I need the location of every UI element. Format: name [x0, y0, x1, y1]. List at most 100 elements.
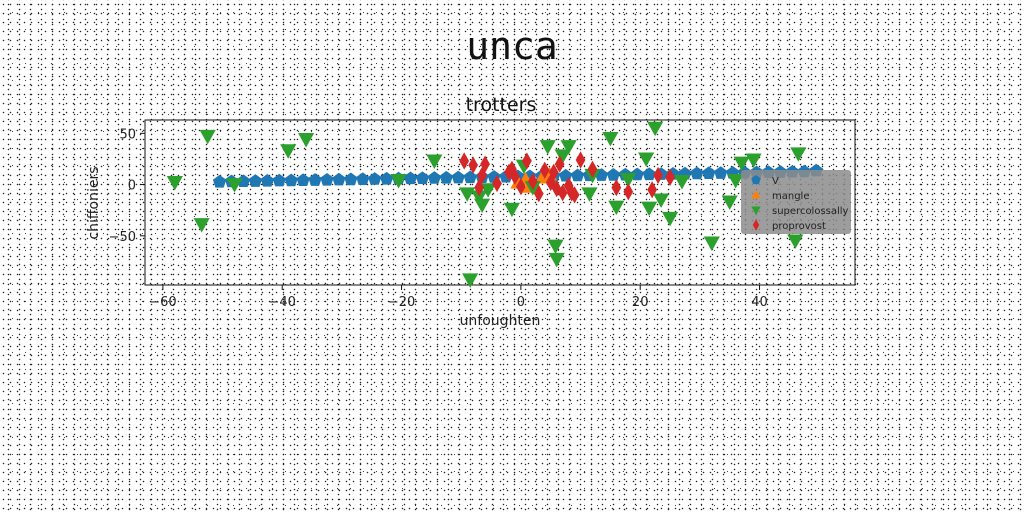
supercolossally-point-28 [647, 121, 664, 137]
proprovost-point-15 [548, 163, 559, 181]
supercolossally-point-1 [199, 129, 216, 145]
supercolossally-point-10 [471, 190, 488, 205]
figure-suptitle: unca [466, 24, 558, 68]
supercolossally-point-8 [459, 187, 476, 202]
supercolossally-point-38 [787, 234, 804, 249]
proprovost-point-8 [510, 167, 520, 185]
V-point-30 [570, 168, 585, 182]
supercolossally-point-9 [462, 273, 479, 288]
proprovost-point-4 [480, 155, 490, 173]
V-point-20 [451, 170, 465, 184]
supercolossally-point-36 [745, 153, 762, 168]
x-tick-label: 0 [517, 295, 525, 310]
proprovost-point-23 [587, 160, 598, 178]
V-point-16 [403, 171, 418, 185]
supercolossally-point-16 [539, 140, 556, 155]
V-point-41 [702, 166, 716, 180]
proprovost-point-9 [516, 177, 526, 196]
legend-label-proprovost: proprovost [772, 221, 826, 232]
legend-supercolossally-point [751, 206, 761, 215]
V-point-12 [356, 172, 370, 186]
proprovost-point-2 [474, 179, 484, 197]
supercolossally-point-3 [226, 178, 243, 193]
legend-label-mangle: mangle [772, 191, 810, 202]
legend-V-point [751, 175, 761, 185]
V-point-9 [320, 172, 334, 186]
x-tick-label: −20 [388, 295, 415, 310]
x-axis-label: unfoughten [460, 313, 541, 329]
V-point-0 [212, 174, 227, 188]
proprovost-point-26 [647, 181, 658, 199]
V-point-14 [379, 171, 394, 185]
y-axis: −50 0 50 [109, 127, 145, 245]
supercolossally-point-32 [703, 236, 720, 251]
supercolossally-point-31 [673, 175, 691, 190]
proprovost-point-10 [521, 152, 532, 170]
V-point-8 [308, 173, 322, 186]
V-point-13 [368, 172, 382, 185]
proprovost-point-12 [533, 185, 544, 203]
supercolossally-point-7 [426, 154, 443, 169]
proprovost-point-7 [507, 160, 517, 178]
supercolossally-point-4 [280, 144, 297, 159]
V-point-19 [439, 170, 453, 184]
V-point-3 [248, 174, 263, 187]
supercolossally-point-11 [474, 198, 491, 214]
supercolossally-point-37 [790, 147, 807, 162]
proprovost-point-28 [665, 168, 675, 187]
proprovost-point-27 [653, 166, 663, 184]
supercolossally-point-26 [638, 152, 655, 167]
data-marks [166, 121, 823, 288]
V-point-2 [236, 174, 251, 188]
V-point-7 [296, 173, 310, 187]
legend-label-V: V [772, 176, 779, 187]
x-tick-label: −60 [149, 295, 176, 310]
V-point-42 [714, 166, 728, 179]
y-tick-label: 0 [128, 179, 136, 194]
V-point-11 [344, 172, 358, 186]
proprovost-point-11 [527, 172, 538, 191]
supercolossally-point-21 [581, 187, 598, 202]
supercolossally-point-0 [166, 176, 183, 191]
legend-proprovost-point [752, 219, 760, 231]
series-proprovost [459, 151, 675, 204]
supercolossally-point-29 [653, 193, 670, 208]
proprovost-point-25 [623, 183, 634, 201]
x-tick-label: 20 [632, 295, 649, 310]
x-axis: −60 −40 −20 0 20 40 [149, 285, 768, 310]
x-tick-label: −40 [269, 295, 296, 310]
supercolossally-point-5 [298, 133, 315, 148]
supercolossally-point-17 [547, 239, 564, 255]
V-point-40 [690, 166, 704, 180]
x-tick-label: 40 [751, 295, 768, 310]
y-axis-label: chiffoniers [86, 166, 102, 239]
supercolossally-point-35 [733, 156, 750, 172]
y-tick-label: −50 [109, 230, 136, 245]
supercolossally-point-6 [390, 174, 407, 189]
supercolossally-point-30 [661, 211, 679, 227]
V-point-17 [415, 171, 430, 184]
series-supercolossally [166, 121, 807, 288]
proprovost-point-5 [492, 174, 502, 193]
supercolossally-point-2 [193, 218, 210, 233]
V-point-5 [272, 173, 286, 187]
V-point-10 [332, 172, 346, 186]
supercolossally-point-23 [602, 131, 619, 147]
V-point-6 [284, 173, 298, 187]
proprovost-point-21 [569, 186, 580, 204]
V-point-36 [642, 167, 656, 181]
supercolossally-point-25 [620, 172, 637, 188]
supercolossally-point-20 [560, 140, 577, 155]
V-point-33 [606, 168, 621, 181]
proprovost-point-13 [539, 161, 550, 179]
proprovost-point-24 [611, 179, 622, 197]
legend-label-supercolossally: supercolossally [772, 206, 849, 217]
V-point-18 [427, 171, 442, 184]
supercolossally-point-34 [727, 174, 744, 189]
proprovost-point-1 [468, 156, 479, 174]
legend-box [741, 170, 851, 234]
supercolossally-point-24 [608, 200, 625, 216]
V-point-21 [463, 170, 477, 184]
